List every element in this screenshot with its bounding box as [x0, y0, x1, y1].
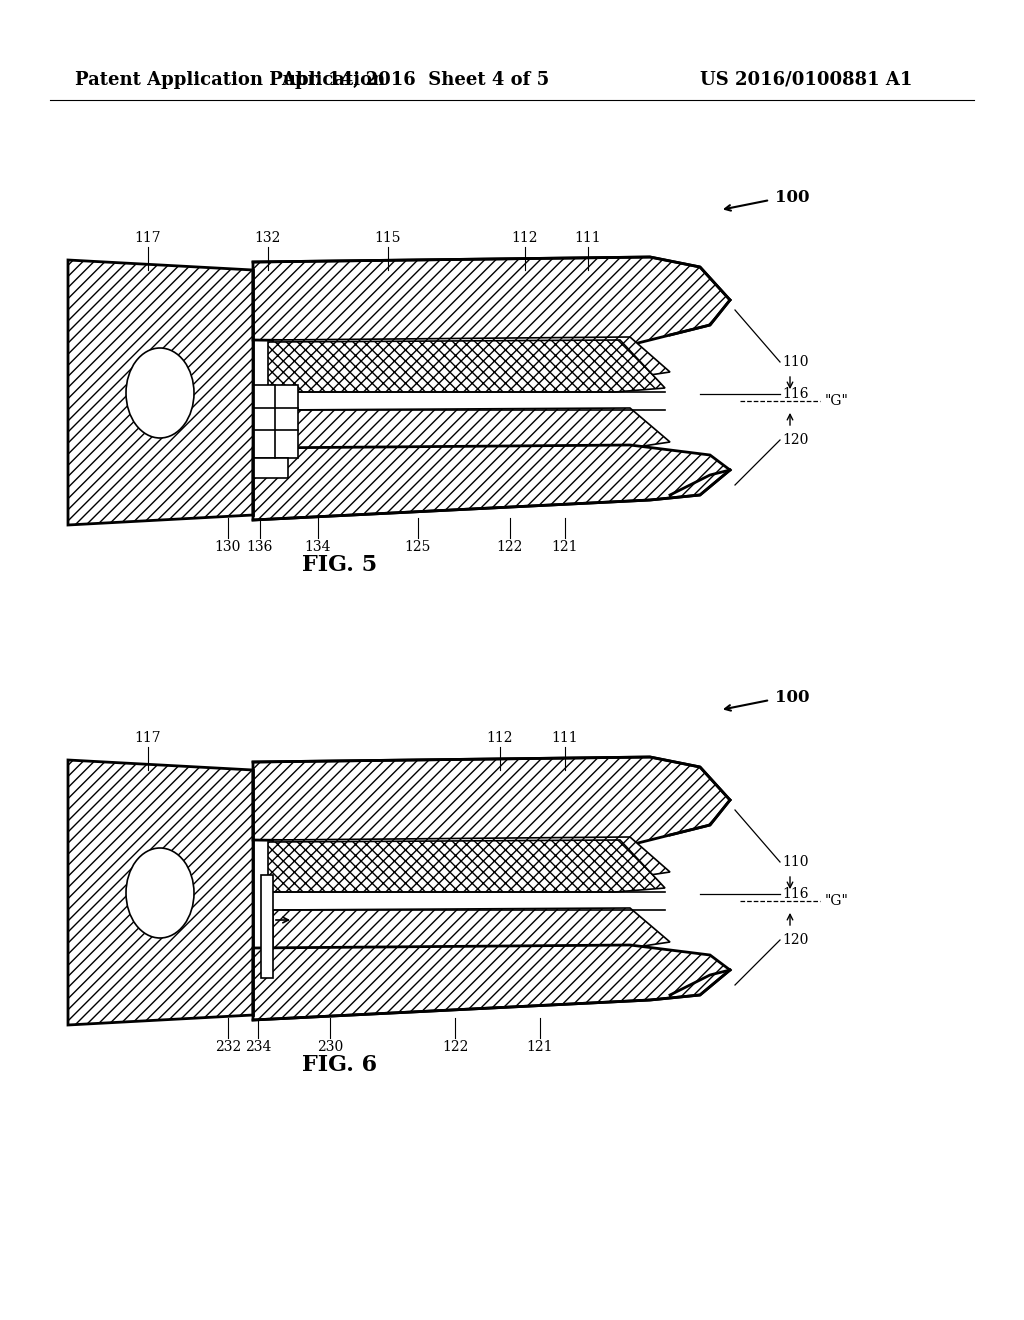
Text: 232: 232 — [215, 1040, 241, 1053]
Text: 116: 116 — [782, 387, 809, 401]
Text: 132: 132 — [255, 231, 282, 246]
Text: 111: 111 — [552, 731, 579, 744]
Polygon shape — [253, 257, 730, 345]
Polygon shape — [268, 341, 665, 392]
Text: 134: 134 — [305, 540, 331, 554]
Polygon shape — [253, 945, 730, 1020]
Polygon shape — [273, 908, 670, 948]
Text: 115: 115 — [375, 231, 401, 246]
Text: 130: 130 — [215, 540, 242, 554]
Text: 125: 125 — [404, 540, 431, 554]
Text: 230: 230 — [316, 1040, 343, 1053]
Text: Apr. 14, 2016  Sheet 4 of 5: Apr. 14, 2016 Sheet 4 of 5 — [281, 71, 549, 88]
Text: 117: 117 — [135, 231, 162, 246]
Text: 121: 121 — [552, 540, 579, 554]
Text: 110: 110 — [782, 855, 809, 869]
Text: Patent Application Publication: Patent Application Publication — [75, 71, 385, 88]
Polygon shape — [261, 875, 273, 978]
Text: 234: 234 — [245, 1040, 271, 1053]
Text: US 2016/0100881 A1: US 2016/0100881 A1 — [700, 71, 912, 88]
Text: 121: 121 — [526, 1040, 553, 1053]
Text: 100: 100 — [775, 189, 810, 206]
Text: 110: 110 — [782, 355, 809, 370]
Text: 122: 122 — [441, 1040, 468, 1053]
Polygon shape — [273, 837, 670, 878]
Text: 120: 120 — [782, 433, 808, 447]
Ellipse shape — [126, 348, 194, 438]
Text: 120: 120 — [782, 933, 808, 946]
Text: 112: 112 — [512, 231, 539, 246]
Text: FIG. 6: FIG. 6 — [302, 1053, 378, 1076]
Polygon shape — [253, 385, 298, 458]
Polygon shape — [273, 408, 670, 447]
Text: "G": "G" — [825, 393, 849, 408]
Polygon shape — [268, 840, 665, 892]
Text: 117: 117 — [135, 731, 162, 744]
Text: 122: 122 — [497, 540, 523, 554]
Text: "G": "G" — [825, 894, 849, 908]
Ellipse shape — [126, 847, 194, 939]
Text: 112: 112 — [486, 731, 513, 744]
Text: 116: 116 — [782, 887, 809, 902]
Polygon shape — [253, 445, 730, 520]
Text: 136: 136 — [247, 540, 273, 554]
Polygon shape — [273, 337, 670, 378]
Polygon shape — [68, 260, 253, 525]
Polygon shape — [253, 756, 730, 845]
Polygon shape — [68, 760, 253, 1026]
Text: 111: 111 — [574, 231, 601, 246]
Text: 100: 100 — [775, 689, 810, 705]
Text: FIG. 5: FIG. 5 — [302, 554, 378, 576]
Polygon shape — [253, 458, 288, 478]
